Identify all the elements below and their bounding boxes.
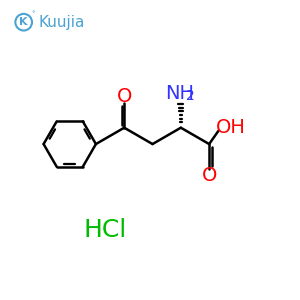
Text: NH: NH [165, 84, 194, 104]
Text: °: ° [32, 11, 35, 17]
Text: HCl: HCl [84, 218, 127, 242]
Text: O: O [202, 166, 217, 184]
Text: K: K [20, 17, 28, 27]
Text: 2: 2 [186, 89, 195, 103]
Text: OH: OH [216, 118, 246, 137]
Text: O: O [116, 87, 132, 106]
Text: Kuujia: Kuujia [38, 15, 85, 30]
